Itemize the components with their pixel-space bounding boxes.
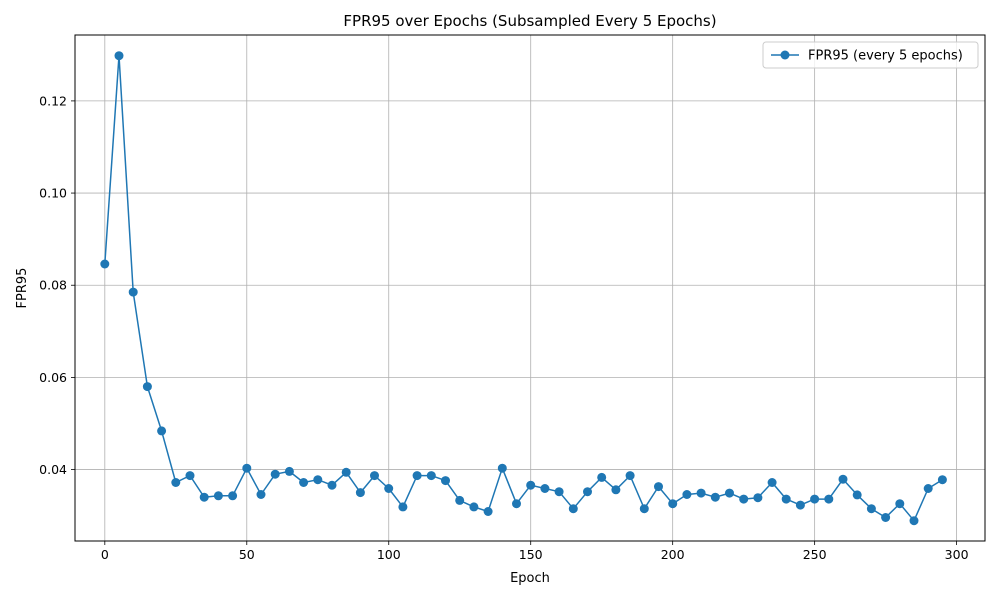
data-point [341, 467, 351, 477]
data-point [299, 478, 309, 487]
data-point [852, 490, 862, 500]
data-point [426, 471, 436, 481]
legend-box [762, 41, 979, 69]
y-tick-label: 0.06 [39, 370, 67, 385]
data-point [696, 488, 706, 498]
data-point [284, 466, 294, 476]
data-point [242, 463, 252, 473]
data-point [810, 494, 820, 504]
data-point [866, 504, 876, 514]
data-point [412, 471, 422, 481]
data-point [611, 485, 621, 495]
data-point [895, 499, 905, 509]
data-point [568, 504, 578, 514]
data-point [185, 471, 195, 481]
data-point [682, 490, 692, 499]
y-tick-label: 0.10 [39, 186, 67, 201]
data-point [469, 502, 479, 512]
data-point [228, 491, 238, 501]
series-line [104, 54, 943, 522]
y-tick-label: 0.12 [39, 93, 67, 108]
data-point [909, 516, 919, 526]
data-point [838, 474, 848, 484]
y-tick-label: 0.04 [39, 462, 67, 477]
x-tick-label: 150 [519, 547, 543, 562]
data-point [739, 494, 749, 504]
data-point [824, 494, 834, 504]
data-point [142, 382, 152, 392]
x-tick-label: 50 [239, 547, 255, 562]
data-point [512, 499, 521, 509]
plot-area-frame [74, 34, 986, 542]
x-tick-label: 300 [945, 547, 969, 562]
data-point [213, 491, 223, 501]
data-point [313, 475, 323, 485]
legend-marker-swatch [780, 50, 790, 60]
chart-title: FPR95 over Epochs (Subsampled Every 5 Ep… [343, 12, 716, 30]
series-layer [100, 51, 947, 526]
data-point [497, 463, 507, 473]
data-point [171, 478, 181, 487]
data-point [327, 480, 337, 490]
data-point [554, 487, 564, 497]
x-tick-label: 100 [377, 547, 401, 562]
data-point [781, 494, 791, 504]
data-point [441, 476, 450, 486]
data-point [114, 51, 124, 61]
data-point [937, 475, 947, 485]
data-point [597, 472, 607, 482]
y-axis-title: FPR95 [15, 268, 30, 309]
data-point [710, 492, 720, 502]
data-point [256, 490, 266, 499]
data-point [795, 500, 805, 510]
grid [75, 35, 985, 541]
data-point [753, 493, 763, 503]
data-point [199, 492, 209, 502]
axis-ticks: 0 50 100 150 200 250 300 0.04 0.06 0.08 0.10 0.12 [39, 93, 968, 562]
data-point [370, 471, 379, 481]
data-point [157, 426, 167, 436]
x-axis-title: Epoch [510, 571, 550, 586]
data-point [526, 480, 536, 490]
data-point [923, 484, 933, 493]
data-point [725, 488, 734, 498]
data-point [384, 484, 394, 493]
data-point [100, 259, 110, 269]
y-tick-label: 0.08 [39, 278, 67, 293]
data-point [455, 495, 465, 505]
data-point [398, 502, 408, 512]
data-point [639, 504, 649, 514]
data-point [881, 513, 891, 522]
data-point [767, 478, 777, 487]
data-point [483, 507, 493, 516]
data-point [668, 499, 678, 509]
data-point [270, 469, 280, 479]
data-point [583, 487, 592, 497]
data-point [355, 488, 365, 498]
legend: FPR95 (every 5 epochs) [762, 41, 979, 69]
x-tick-label: 0 [101, 547, 109, 562]
data-point [540, 484, 550, 493]
x-tick-label: 250 [803, 547, 827, 562]
x-tick-label: 200 [661, 547, 685, 562]
legend-entry-label: FPR95 (every 5 epochs) [808, 49, 963, 64]
data-point [128, 287, 138, 297]
data-point [625, 471, 635, 481]
data-point [654, 482, 663, 492]
